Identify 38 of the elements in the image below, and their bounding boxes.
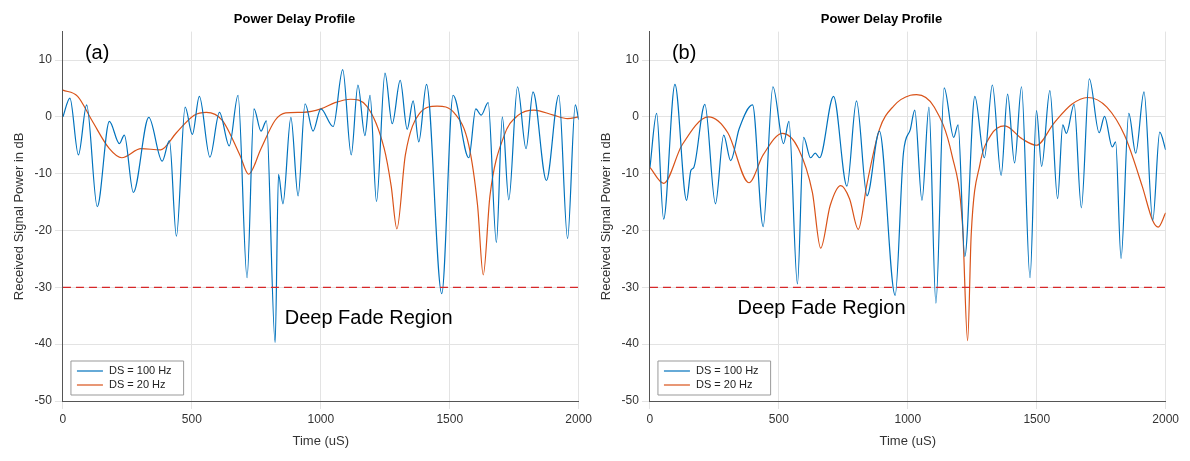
- x-tick-label: 0: [646, 411, 654, 426]
- legend-label: DS = 100 Hz: [108, 364, 172, 377]
- x-tick-label: 1000: [307, 411, 335, 426]
- y-tick-label: -10: [621, 165, 640, 180]
- legend-label: DS = 100 Hz: [695, 364, 759, 377]
- y-tick-label: 0: [632, 109, 640, 124]
- y-tick-label: -10: [34, 165, 53, 180]
- annotation: Deep Fade Region: [284, 306, 453, 329]
- y-axis-title: Received Signal Power in dB: [11, 132, 27, 301]
- x-tick-label: 1500: [1023, 411, 1051, 426]
- annotation: Deep Fade Region: [737, 296, 906, 319]
- y-axis-title: Received Signal Power in dB: [598, 132, 614, 301]
- x-tick-label: 0: [59, 411, 67, 426]
- chart-title: Power Delay Profile: [233, 11, 356, 27]
- y-tick-label: -40: [34, 336, 53, 351]
- y-tick-label: -20: [621, 222, 640, 237]
- legend-label: DS = 20 Hz: [695, 378, 753, 391]
- x-axis-title: Time (uS): [292, 432, 350, 448]
- x-tick-label: 2000: [1152, 411, 1180, 426]
- x-axis-title: Time (uS): [879, 432, 937, 448]
- y-tick-label: 0: [45, 109, 53, 124]
- y-tick-label: -50: [621, 393, 640, 408]
- x-tick-label: 500: [181, 411, 203, 426]
- y-tick-label: 10: [38, 52, 53, 67]
- annotation: (b): [671, 41, 697, 64]
- y-tick-label: -30: [34, 279, 53, 294]
- x-tick-label: 2000: [565, 411, 593, 426]
- x-tick-label: 500: [768, 411, 790, 426]
- y-tick-label: 10: [625, 52, 640, 67]
- chart-title: Power Delay Profile: [820, 11, 943, 27]
- y-tick-label: -30: [621, 279, 640, 294]
- y-tick-label: -40: [621, 336, 640, 351]
- legend-label: DS = 20 Hz: [108, 378, 166, 391]
- x-tick-label: 1000: [894, 411, 922, 426]
- x-tick-label: 1500: [436, 411, 464, 426]
- y-tick-label: -50: [34, 393, 53, 408]
- y-tick-label: -20: [34, 222, 53, 237]
- annotation: (a): [84, 41, 110, 64]
